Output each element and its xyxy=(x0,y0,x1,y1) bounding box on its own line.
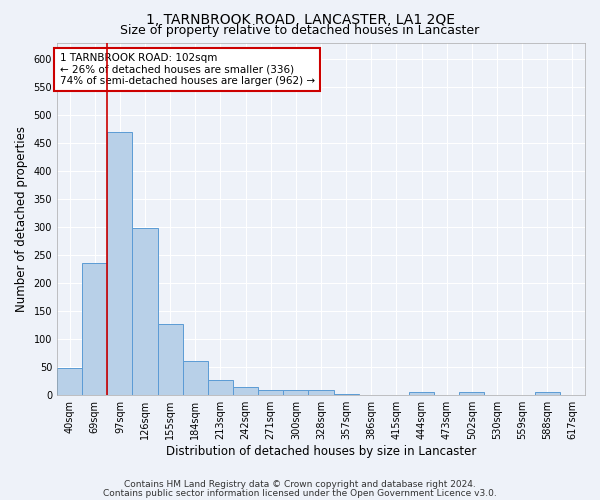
Bar xyxy=(57,368,82,394)
Bar xyxy=(107,132,133,394)
Text: Contains public sector information licensed under the Open Government Licence v3: Contains public sector information licen… xyxy=(103,488,497,498)
Bar xyxy=(258,390,283,394)
Text: Size of property relative to detached houses in Lancaster: Size of property relative to detached ho… xyxy=(121,24,479,37)
Text: Contains HM Land Registry data © Crown copyright and database right 2024.: Contains HM Land Registry data © Crown c… xyxy=(124,480,476,489)
Y-axis label: Number of detached properties: Number of detached properties xyxy=(15,126,28,312)
Bar xyxy=(158,324,183,394)
Bar xyxy=(459,392,484,394)
Text: 1 TARNBROOK ROAD: 102sqm
← 26% of detached houses are smaller (336)
74% of semi-: 1 TARNBROOK ROAD: 102sqm ← 26% of detach… xyxy=(59,53,315,86)
Bar xyxy=(535,392,560,394)
X-axis label: Distribution of detached houses by size in Lancaster: Distribution of detached houses by size … xyxy=(166,444,476,458)
Bar xyxy=(82,264,107,394)
Bar xyxy=(133,228,158,394)
Bar xyxy=(183,360,208,394)
Bar xyxy=(409,392,434,394)
Bar xyxy=(308,390,334,394)
Bar xyxy=(208,380,233,394)
Bar xyxy=(283,390,308,394)
Bar xyxy=(233,387,258,394)
Text: 1, TARNBROOK ROAD, LANCASTER, LA1 2QE: 1, TARNBROOK ROAD, LANCASTER, LA1 2QE xyxy=(146,12,455,26)
